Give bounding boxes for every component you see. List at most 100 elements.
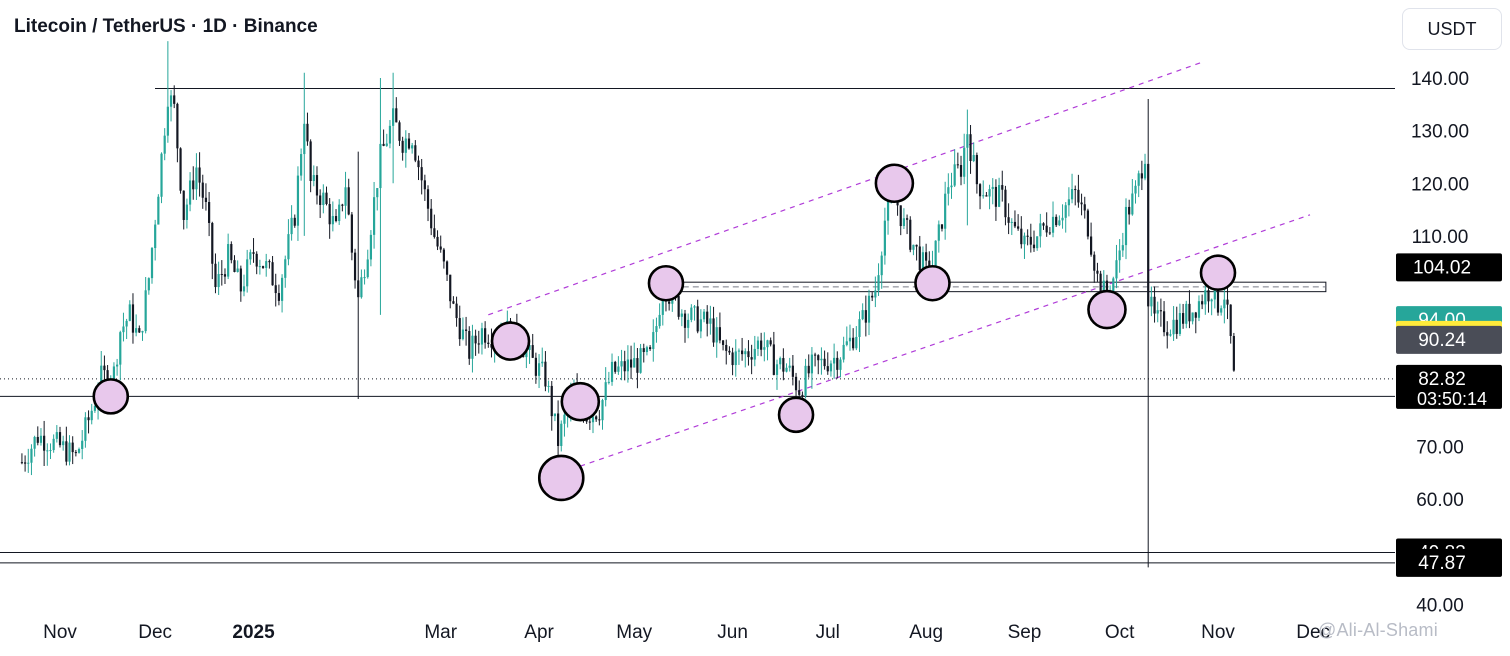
candle-body	[52, 438, 55, 451]
candle	[775, 359, 779, 390]
candle-body	[744, 351, 747, 355]
candle-body	[1074, 189, 1077, 191]
candle	[30, 444, 33, 476]
candle	[176, 102, 179, 163]
candle	[252, 238, 255, 263]
candle	[782, 348, 785, 381]
candle-body	[829, 363, 833, 372]
candle-body	[1032, 244, 1036, 249]
candle-body	[721, 340, 725, 345]
candle	[125, 318, 128, 340]
candle	[680, 309, 683, 327]
candle-body	[1207, 290, 1210, 302]
candle	[623, 350, 626, 381]
candle-body	[528, 345, 531, 350]
candle-body	[376, 188, 379, 198]
candle	[604, 367, 607, 407]
price-tag-value: 90.24	[1418, 330, 1466, 351]
candle	[430, 199, 433, 236]
candle-body	[655, 326, 658, 333]
highlight-circle	[560, 381, 601, 422]
candle	[1074, 185, 1077, 206]
candle-body	[779, 358, 782, 365]
candle-body	[988, 189, 991, 197]
candle	[455, 296, 458, 327]
candle-body	[344, 187, 347, 206]
candle-body	[252, 252, 255, 254]
candle	[33, 435, 36, 457]
candle-body	[1166, 332, 1169, 336]
candle-body	[680, 313, 683, 317]
candle-body	[211, 222, 214, 264]
candle	[484, 321, 487, 349]
candle	[560, 420, 563, 452]
candle	[1185, 300, 1188, 329]
candle-body	[277, 293, 281, 301]
candle-body	[969, 134, 972, 162]
candle	[969, 124, 972, 174]
candle	[750, 344, 753, 375]
candle-body	[947, 187, 950, 194]
candle-body	[842, 344, 845, 360]
candle-body	[886, 199, 890, 221]
candle	[947, 173, 950, 206]
candle	[855, 326, 858, 351]
candle-body	[328, 204, 331, 225]
candle-body	[1156, 310, 1159, 314]
candle-body	[921, 252, 925, 271]
candle	[867, 289, 871, 336]
candle-body	[782, 358, 785, 372]
candle	[769, 337, 772, 347]
candle	[487, 334, 490, 348]
candle-body	[1216, 284, 1220, 313]
candle-body	[173, 95, 176, 104]
candle-body	[71, 442, 74, 453]
candle	[598, 410, 601, 426]
candle	[357, 151, 360, 400]
candle-body	[322, 192, 325, 205]
candle-body	[595, 416, 598, 420]
candle-body	[62, 441, 65, 446]
candle	[392, 72, 395, 184]
candle-body	[1029, 236, 1032, 245]
candle	[1188, 290, 1191, 329]
candle	[90, 403, 93, 425]
candle-body	[706, 311, 709, 324]
candle-body	[1128, 206, 1131, 215]
currency-selector-button[interactable]: USDT	[1402, 8, 1502, 50]
candle	[122, 312, 125, 342]
candle	[20, 453, 24, 465]
candle-body	[918, 246, 921, 271]
y-tick-label: 110.00	[1412, 227, 1469, 248]
candle-body	[131, 304, 135, 333]
candle	[24, 455, 27, 472]
candle	[1172, 306, 1175, 341]
candle-body	[100, 365, 103, 395]
candle-body	[975, 155, 978, 185]
candle-body	[668, 301, 671, 304]
candle	[785, 363, 788, 373]
candle	[223, 268, 227, 284]
candle	[306, 112, 309, 146]
candle-body	[541, 361, 544, 364]
candle	[1204, 280, 1207, 315]
candle-body	[1226, 299, 1229, 305]
candle-body	[198, 167, 201, 183]
x-tick-label: Apr	[524, 622, 554, 643]
candle-body	[284, 259, 287, 278]
candle-body	[642, 348, 645, 353]
candle	[629, 345, 633, 379]
x-tick-label: Nov	[1201, 622, 1235, 643]
candle-body	[309, 141, 312, 182]
candle	[293, 214, 296, 228]
candle-body	[423, 180, 426, 190]
candle	[1007, 203, 1010, 235]
candle	[1004, 185, 1007, 226]
candle-body	[338, 204, 341, 222]
candle-body	[563, 414, 566, 424]
candle	[544, 351, 547, 392]
candle	[46, 443, 49, 466]
candle-body	[426, 189, 430, 209]
